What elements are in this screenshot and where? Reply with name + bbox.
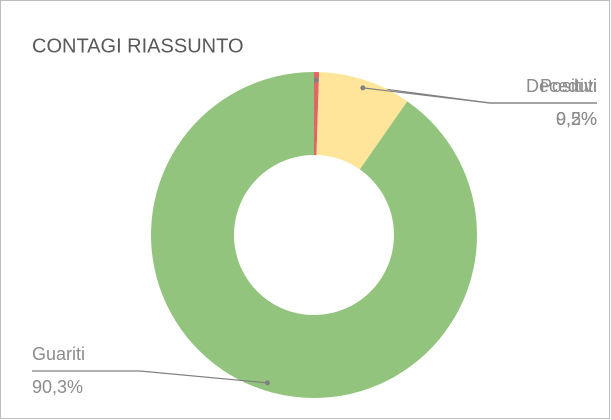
donut-slice bbox=[314, 72, 320, 156]
label-name: Positivi bbox=[540, 76, 597, 96]
donut-slice bbox=[316, 72, 408, 170]
label-value: 90,3% bbox=[32, 377, 83, 397]
chart-title: CONTAGI RIASSUNTO bbox=[32, 35, 244, 57]
label-value: 0,5% bbox=[556, 109, 597, 129]
label-name: Guariti bbox=[32, 344, 85, 364]
label-value: 9,2% bbox=[556, 109, 597, 129]
leader-dot bbox=[360, 85, 366, 91]
label-name: Deceduti bbox=[526, 76, 597, 96]
leader-dot bbox=[313, 77, 319, 83]
leader-dot bbox=[264, 380, 270, 386]
leader-line bbox=[32, 370, 268, 384]
donut-slice bbox=[151, 72, 478, 399]
leader-line bbox=[362, 87, 597, 104]
